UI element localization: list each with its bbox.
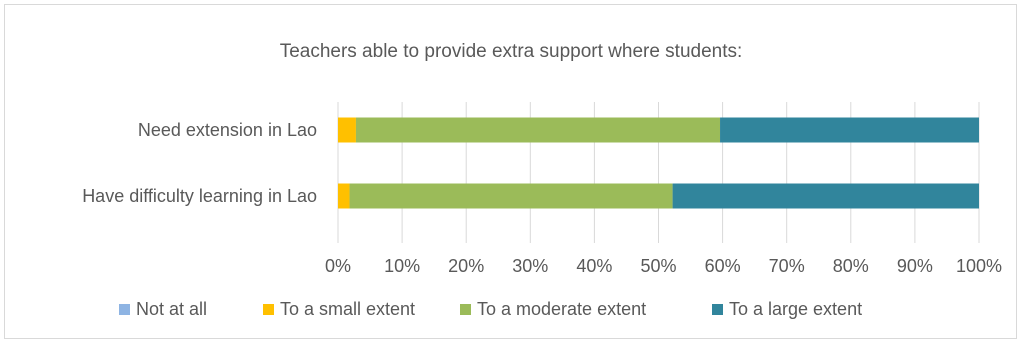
legend-label: Not at all xyxy=(136,299,207,319)
x-tick-label: 30% xyxy=(512,256,548,276)
x-tick-label: 40% xyxy=(576,256,612,276)
x-tick-label: 70% xyxy=(769,256,805,276)
x-tick-label: 60% xyxy=(705,256,741,276)
bar-segment xyxy=(338,183,350,209)
x-tick-label: 80% xyxy=(833,256,869,276)
bar-segment xyxy=(720,117,979,143)
x-tick-label: 20% xyxy=(448,256,484,276)
legend-label: To a large extent xyxy=(729,299,862,319)
bar-segment xyxy=(672,183,979,209)
bar-segment xyxy=(355,117,721,143)
x-tick-label: 100% xyxy=(956,256,1002,276)
bar-segment xyxy=(338,117,356,143)
x-tick-label: 0% xyxy=(325,256,351,276)
category-label: Need extension in Lao xyxy=(138,120,317,140)
legend-swatch xyxy=(263,304,274,315)
category-label: Have difficulty learning in Lao xyxy=(82,186,317,206)
bar-segment xyxy=(349,183,673,209)
bars xyxy=(338,117,979,209)
x-tick-label: 10% xyxy=(384,256,420,276)
x-tick-label: 50% xyxy=(640,256,676,276)
legend-swatch xyxy=(712,304,723,315)
legend-swatch xyxy=(460,304,471,315)
legend: Not at all To a small extent To a moderate… xyxy=(119,299,862,319)
chart-title: Teachers able to provide extra support w… xyxy=(280,41,743,62)
category-labels: Need extension in Lao Have difficulty lea… xyxy=(82,120,317,206)
legend-label: To a small extent xyxy=(280,299,415,319)
x-axis-tick-labels: 0% 10% 20% 30% 40% 50% 60% 70% 80% 90% 100% xyxy=(325,256,1002,276)
legend-swatch xyxy=(119,304,130,315)
legend-label: To a moderate extent xyxy=(477,299,646,319)
x-tick-label: 90% xyxy=(897,256,933,276)
chart-frame xyxy=(4,4,1017,339)
